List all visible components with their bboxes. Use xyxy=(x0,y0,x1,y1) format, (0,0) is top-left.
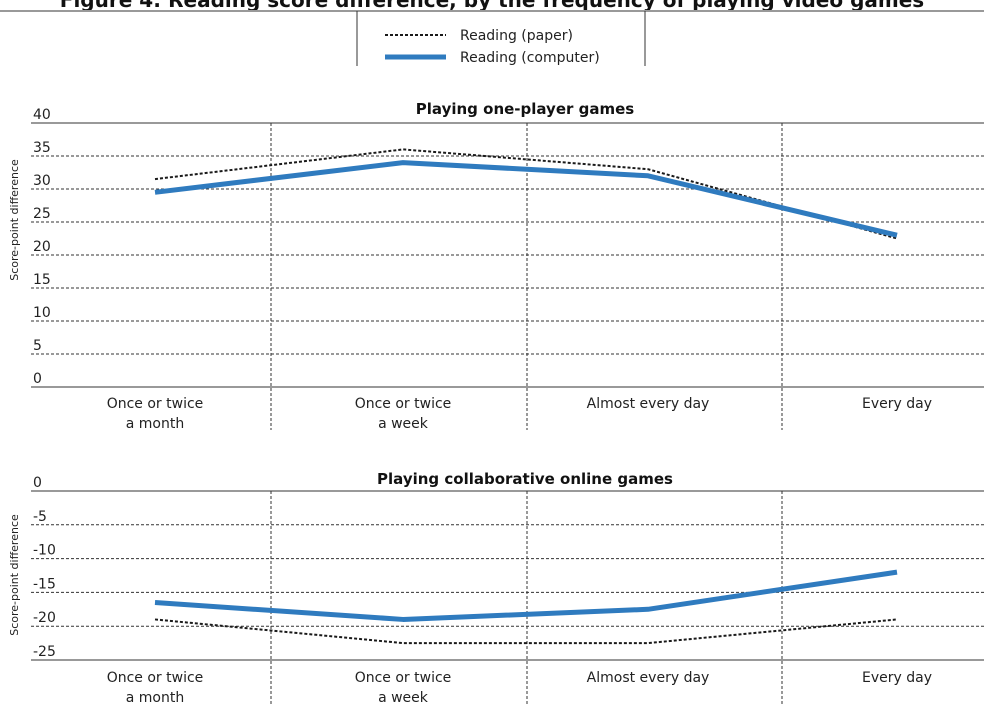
y-tick-label: 0 xyxy=(33,371,42,387)
series-line-computer xyxy=(154,569,898,622)
y-tick-label: -5 xyxy=(33,509,47,525)
y-tick-label: 25 xyxy=(33,206,51,222)
y-tick-label: -10 xyxy=(33,543,56,559)
y-tick-label: -20 xyxy=(33,610,56,626)
y-tick-label: -15 xyxy=(33,576,56,592)
y-tick-label: 20 xyxy=(33,239,51,255)
y-tick-label: 30 xyxy=(33,173,51,189)
series-line-computer xyxy=(154,160,898,238)
y-tick-label: 35 xyxy=(33,140,51,156)
x-tick-label: Almost every day xyxy=(587,670,710,686)
x-tick-label: Once or twice xyxy=(355,670,452,686)
x-tick-label: Almost every day xyxy=(587,396,710,412)
x-tick-label: Once or twice xyxy=(107,396,204,412)
y-axis-label: Score-point difference xyxy=(8,159,21,281)
page-title: Figure 4: Reading score difference, by t… xyxy=(0,0,984,10)
x-tick-label: Once or twice xyxy=(355,396,452,412)
x-tick-label: Every day xyxy=(862,670,932,686)
panel-collaborative-games: Playing collaborative online games Score-… xyxy=(8,470,984,706)
y-tick-label: -25 xyxy=(33,644,56,660)
y-tick-label: 10 xyxy=(33,305,51,321)
x-tick-label: Once or twice xyxy=(107,670,204,686)
x-tick-label: a week xyxy=(378,416,429,432)
panel-title: Playing one-player games xyxy=(416,100,635,118)
series-line-paper xyxy=(154,148,898,240)
series-line-paper xyxy=(154,618,898,645)
legend-label-paper: Reading (paper) xyxy=(460,28,573,44)
y-tick-label: 5 xyxy=(33,338,42,354)
x-tick-label: a month xyxy=(126,690,184,706)
panel-one-player-games: Playing one-player games Score-point diff… xyxy=(8,100,984,432)
y-axis-label: Score-point difference xyxy=(8,514,21,636)
x-tick-label: a week xyxy=(378,690,429,706)
y-tick-label: 40 xyxy=(33,107,51,123)
panel-title: Playing collaborative online games xyxy=(377,470,673,488)
x-tick-label: a month xyxy=(126,416,184,432)
legend: Reading (paper) Reading (computer) xyxy=(356,11,646,66)
legend-label-computer: Reading (computer) xyxy=(460,50,600,66)
x-tick-label: Every day xyxy=(862,396,932,412)
y-tick-label: 0 xyxy=(33,475,42,491)
y-tick-label: 15 xyxy=(33,272,51,288)
